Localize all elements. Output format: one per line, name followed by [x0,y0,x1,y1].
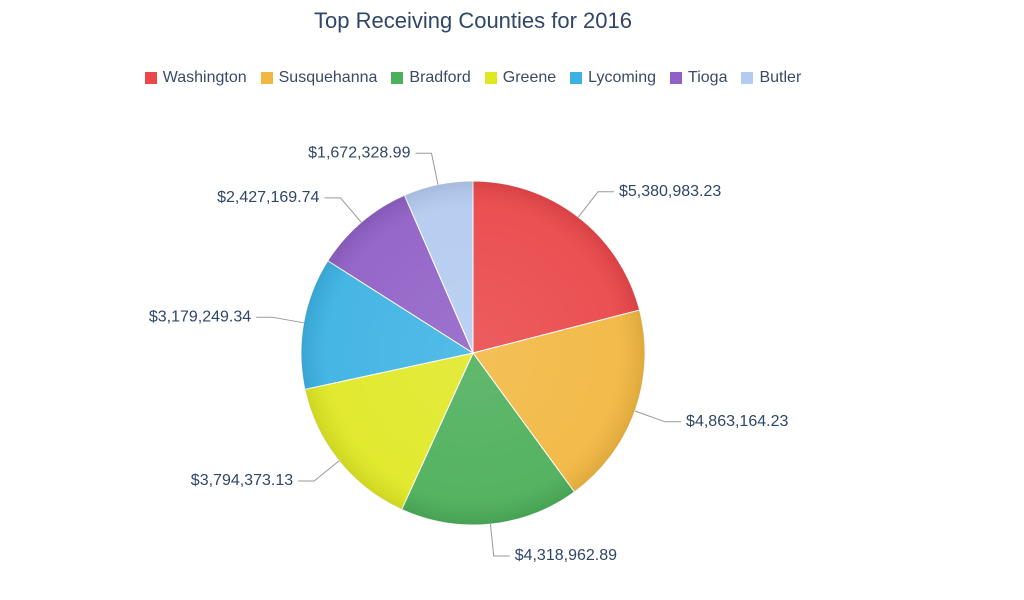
legend-swatch [144,72,157,84]
legend: Washington Susquehanna Bradford Greene Lycom… [0,69,946,87]
data-label: $5,380,983.23 [619,183,721,200]
leader-line [577,191,614,218]
legend-label: Bradford [409,69,471,86]
leader-line [324,197,362,223]
data-label: $3,794,373.13 [191,472,293,489]
legend-item[interactable]: Susquehanna [260,69,378,87]
legend-item[interactable]: Tioga [670,69,727,87]
data-label: $3,179,249.34 [149,308,251,325]
legend-swatch [570,72,583,84]
leader-line [298,460,340,482]
legend-label: Lycoming [588,69,657,86]
legend-label: Greene [502,69,557,86]
legend-label: Washington [162,69,247,86]
leader-line [256,316,304,324]
legend-swatch [484,72,497,84]
leader-line [489,524,510,557]
legend-swatch [670,72,683,84]
leader-line [634,410,682,423]
legend-item[interactable]: Greene [484,69,557,87]
legend-item[interactable]: Bradford [391,69,471,87]
legend-swatch [391,72,404,84]
chart-title: Top Receiving Counties for 2016 [314,8,632,33]
data-label: $2,427,169.74 [217,189,319,206]
legend-item[interactable]: Butler [741,69,801,87]
legend-label: Tioga [688,69,728,86]
legend-label: Susquehanna [278,69,378,86]
leader-line [415,152,439,185]
data-label: $1,672,328.99 [308,144,410,161]
data-label: $4,863,164.23 [686,413,788,430]
legend-swatch [260,72,273,84]
legend-item[interactable]: Lycoming [570,69,656,87]
legend-swatch [741,72,754,84]
legend-label: Butler [759,69,802,86]
legend-item[interactable]: Washington [144,69,247,87]
data-label: $4,318,962.89 [515,547,617,564]
